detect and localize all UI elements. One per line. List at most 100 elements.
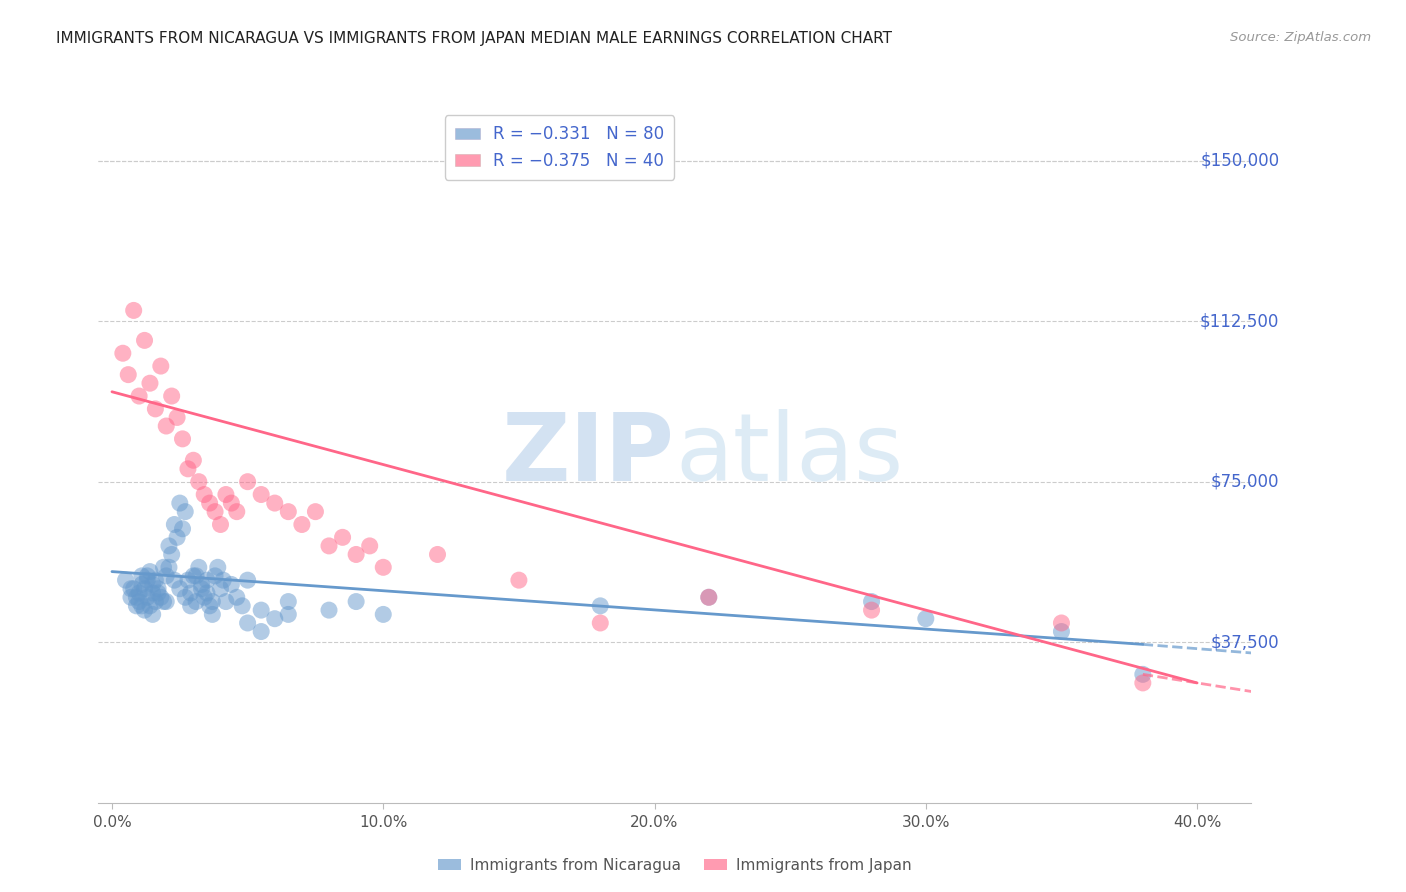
Text: $75,000: $75,000 bbox=[1211, 473, 1279, 491]
Point bbox=[183, 569, 205, 583]
Legend: Immigrants from Nicaragua, Immigrants from Japan: Immigrants from Nicaragua, Immigrants fr… bbox=[432, 852, 918, 879]
Point bbox=[373, 607, 395, 622]
Point bbox=[860, 603, 883, 617]
Point bbox=[174, 591, 197, 605]
Point bbox=[236, 615, 259, 630]
Point bbox=[589, 615, 612, 630]
Point bbox=[152, 560, 174, 574]
Point bbox=[221, 496, 243, 510]
Point bbox=[155, 569, 177, 583]
Point bbox=[215, 487, 238, 501]
Point bbox=[136, 569, 159, 583]
Point bbox=[201, 607, 224, 622]
Point bbox=[155, 594, 177, 608]
Point bbox=[198, 496, 221, 510]
Point bbox=[134, 334, 156, 348]
Point bbox=[263, 612, 285, 626]
Point bbox=[304, 505, 326, 519]
Point bbox=[163, 573, 186, 587]
Point bbox=[145, 401, 167, 416]
Point bbox=[190, 577, 212, 591]
Point bbox=[332, 530, 354, 544]
Point bbox=[183, 453, 205, 467]
Point bbox=[174, 505, 197, 519]
Point bbox=[697, 591, 720, 605]
Point bbox=[250, 624, 273, 639]
Point bbox=[160, 389, 183, 403]
Point bbox=[117, 368, 139, 382]
Point bbox=[221, 577, 243, 591]
Point bbox=[426, 548, 449, 562]
Point bbox=[142, 577, 165, 591]
Point bbox=[146, 582, 169, 596]
Point bbox=[344, 594, 367, 608]
Point bbox=[193, 487, 215, 501]
Text: $150,000: $150,000 bbox=[1201, 152, 1279, 169]
Point bbox=[914, 612, 936, 626]
Point bbox=[1132, 667, 1154, 681]
Point bbox=[152, 594, 174, 608]
Point bbox=[155, 419, 177, 434]
Point bbox=[359, 539, 381, 553]
Point bbox=[263, 496, 285, 510]
Point bbox=[318, 603, 340, 617]
Point bbox=[172, 522, 194, 536]
Point bbox=[131, 577, 153, 591]
Point bbox=[236, 573, 259, 587]
Point bbox=[190, 582, 212, 596]
Point bbox=[146, 586, 169, 600]
Point bbox=[277, 594, 299, 608]
Point bbox=[120, 582, 142, 596]
Point bbox=[128, 389, 150, 403]
Point bbox=[131, 599, 153, 613]
Text: $37,500: $37,500 bbox=[1211, 633, 1279, 651]
Point bbox=[160, 548, 183, 562]
Point bbox=[225, 505, 247, 519]
Point bbox=[1132, 676, 1154, 690]
Point bbox=[236, 475, 259, 489]
Point bbox=[201, 594, 224, 608]
Point bbox=[373, 560, 395, 574]
Point bbox=[225, 591, 247, 605]
Point bbox=[166, 530, 188, 544]
Point bbox=[125, 591, 148, 605]
Point bbox=[184, 594, 207, 608]
Point bbox=[145, 573, 167, 587]
Point bbox=[204, 569, 226, 583]
Text: Source: ZipAtlas.com: Source: ZipAtlas.com bbox=[1230, 31, 1371, 45]
Point bbox=[209, 517, 232, 532]
Point bbox=[157, 539, 180, 553]
Point bbox=[508, 573, 530, 587]
Point bbox=[128, 586, 150, 600]
Point bbox=[125, 599, 148, 613]
Point bbox=[139, 599, 162, 613]
Text: IMMIGRANTS FROM NICARAGUA VS IMMIGRANTS FROM JAPAN MEDIAN MALE EARNINGS CORRELAT: IMMIGRANTS FROM NICARAGUA VS IMMIGRANTS … bbox=[56, 31, 893, 46]
Point bbox=[157, 560, 180, 574]
Point bbox=[177, 462, 200, 476]
Point bbox=[136, 591, 159, 605]
Point bbox=[318, 539, 340, 553]
Point bbox=[187, 475, 209, 489]
Text: ZIP: ZIP bbox=[502, 409, 675, 501]
Text: atlas: atlas bbox=[675, 409, 903, 501]
Point bbox=[184, 569, 207, 583]
Point bbox=[139, 565, 162, 579]
Point bbox=[111, 346, 134, 360]
Point bbox=[134, 603, 156, 617]
Point bbox=[169, 496, 191, 510]
Point bbox=[209, 582, 232, 596]
Point bbox=[250, 487, 273, 501]
Point bbox=[136, 573, 159, 587]
Point bbox=[134, 582, 156, 596]
Text: $112,500: $112,500 bbox=[1201, 312, 1279, 330]
Point bbox=[139, 376, 162, 391]
Point bbox=[166, 410, 188, 425]
Point bbox=[231, 599, 253, 613]
Point bbox=[142, 607, 165, 622]
Point bbox=[122, 582, 145, 596]
Point bbox=[204, 505, 226, 519]
Point bbox=[163, 517, 186, 532]
Point bbox=[180, 586, 202, 600]
Point bbox=[122, 303, 145, 318]
Point bbox=[128, 594, 150, 608]
